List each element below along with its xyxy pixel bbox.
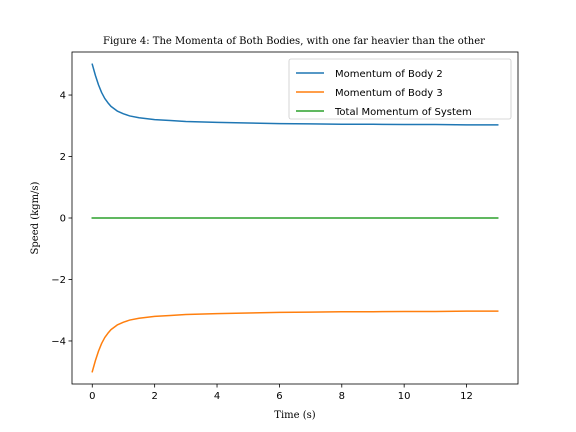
legend-label-2: Momentum of Body 3 [335,88,443,99]
x-tick-label: 6 [276,391,282,402]
y-tick-label: 0 [60,214,66,225]
x-tick-label: 4 [214,391,220,402]
legend-label-1: Momentum of Body 2 [335,69,443,80]
x-tick-label: 8 [339,391,345,402]
legend-label-3: Total Momentum of System [334,107,472,118]
series-line-1 [91,63,499,126]
x-tick-label: 2 [151,391,157,402]
legend: Momentum of Body 2 Momentum of Body 3 Tota… [288,58,512,120]
series-line-2 [91,310,499,373]
legend-box [288,58,512,120]
y-tick-label: 2 [60,152,66,163]
chart-title: Figure 4: The Momenta of Both Bodies, wi… [103,36,485,47]
y-axis: −4 −2 0 2 4 [51,91,72,347]
y-tick-label: −4 [51,336,66,347]
x-tick-label: 10 [398,391,411,402]
x-tick-label: 0 [89,391,95,402]
series-lines [91,63,499,373]
x-tick-label: 12 [460,391,473,402]
y-axis-label: Speed (kgm/s) [30,181,41,254]
y-tick-label: 4 [60,91,66,102]
x-axis: 0 2 4 6 8 10 12 [89,384,473,402]
x-axis-label: Time (s) [274,410,315,421]
y-tick-label: −2 [51,275,66,286]
